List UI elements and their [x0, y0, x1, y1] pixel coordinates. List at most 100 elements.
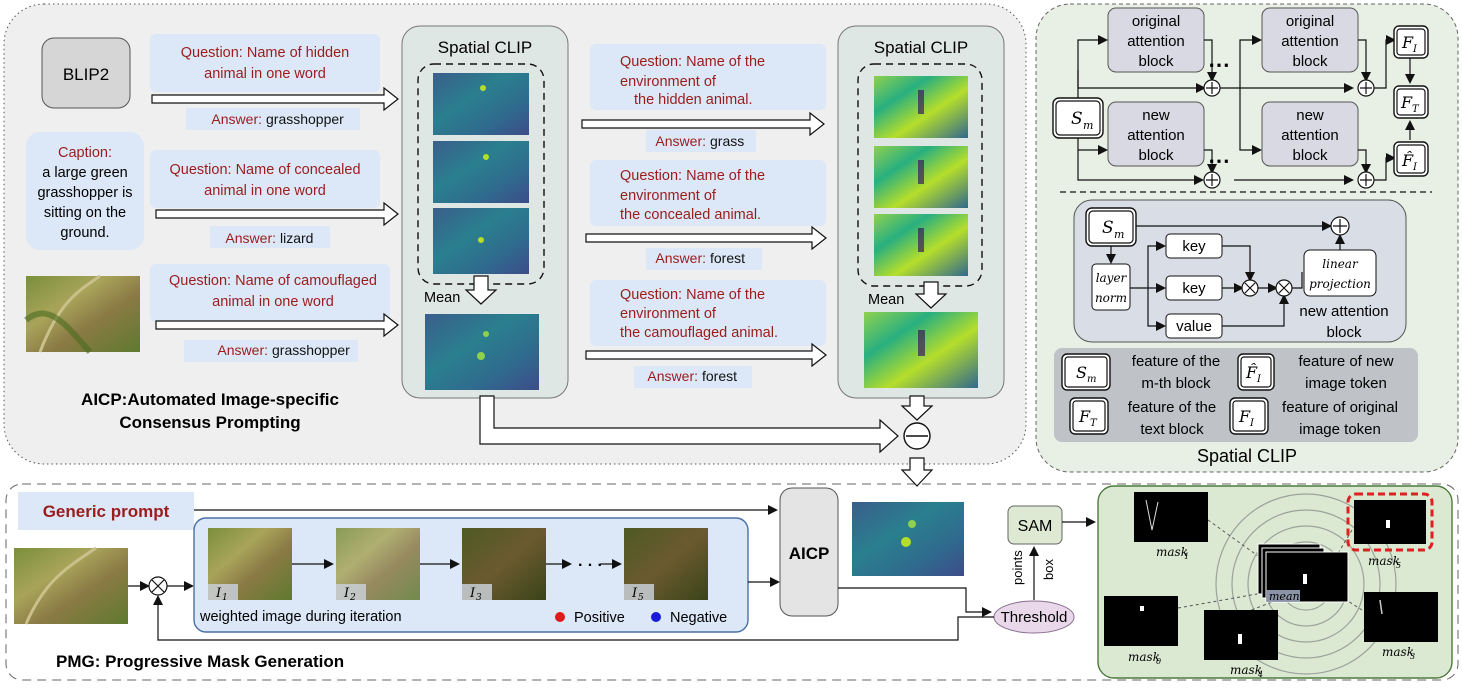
oab2-line-0: original — [1286, 13, 1334, 30]
sam-box — [1007, 505, 1063, 545]
legend-f-t-sub: T — [1090, 418, 1098, 429]
new-attention-detail — [1073, 199, 1407, 343]
legend-f-i-hat-base: F̂ — [1245, 363, 1258, 382]
frame-5-sub: 5 — [638, 593, 644, 603]
f-i-hat-sub: I — [1412, 162, 1418, 173]
legend-f-i-hat-symbol — [1240, 356, 1272, 388]
iteration-caption: weighted image during iteration — [199, 609, 402, 625]
f-t-sub: T — [1412, 104, 1420, 115]
legend-1-line-0: feature of new — [1298, 353, 1393, 370]
answer-box-right-1 — [646, 130, 756, 152]
mask-3-base: mask — [1382, 645, 1414, 659]
question-box-left-1 — [150, 34, 380, 92]
layer-norm-box — [1091, 263, 1131, 311]
pmg-panel — [5, 483, 1459, 681]
q-right-3-line-2: the camouflaged animal. — [620, 325, 778, 341]
legend-f-i-hat-sub: I — [1256, 374, 1262, 385]
frame-1-sub: 1 — [222, 593, 228, 603]
q-left-3-line-0: Question: Name of camouflaged — [169, 273, 377, 289]
key-label-2: key — [1182, 280, 1206, 297]
question-box-left-2 — [150, 150, 380, 208]
legend-s-m-base: S — [1076, 363, 1087, 382]
new-attn-caption-1: block — [1326, 324, 1362, 341]
caption-line-3: sitting on the — [44, 205, 126, 221]
mask-0-sub: 0 — [1156, 657, 1161, 666]
linear-proj-line-1: projection — [1309, 277, 1371, 291]
mask-5-highlight — [1346, 492, 1434, 552]
f-t-base: F — [1400, 93, 1413, 112]
value-label: value — [1176, 318, 1212, 335]
s-m-inner-sub: m — [1114, 228, 1124, 241]
mean-mask-label: mean — [1269, 590, 1300, 603]
new-attention-block-1 — [1107, 101, 1205, 167]
a-right-2-value: forest — [710, 250, 745, 266]
a-left-1-value: grasshopper — [266, 111, 344, 127]
a-left-3-value: grasshopper — [272, 342, 350, 358]
q-right-2-line-1: environment of — [620, 188, 717, 204]
generic-prompt-label: Generic prompt — [43, 502, 170, 521]
answer-box-left-2 — [210, 226, 330, 248]
mask-0-base: mask — [1128, 650, 1160, 664]
hollow-arrow-right-1 — [581, 111, 825, 137]
hollow-arrow-left-1 — [151, 86, 399, 112]
legend-2-line-1: text block — [1140, 421, 1204, 438]
mask-3 — [1364, 592, 1438, 642]
hollow-arrow-left-3 — [155, 312, 399, 338]
q-left-3-line-1: animal in one word — [212, 294, 334, 310]
a-left-2-value: lizard — [280, 230, 313, 246]
nab2-line-2: block — [1292, 147, 1328, 164]
negative-dot — [651, 612, 661, 622]
q-left-2-line-1: animal in one word — [204, 183, 326, 199]
nab1-line-2: block — [1138, 147, 1174, 164]
q-right-2-line-2: the concealed animal. — [620, 207, 761, 223]
a-right-2-label: Answer: — [655, 250, 706, 266]
points-label: points — [1010, 550, 1025, 585]
nab1-line-1: attention — [1127, 127, 1185, 144]
aicp-title-line-2: Consensus Prompting — [119, 413, 300, 432]
q-right-2-line-0: Question: Name of the — [620, 168, 765, 184]
q-right-1-line-1: environment of — [620, 74, 717, 90]
a-right-3-label: Answer: — [647, 368, 698, 384]
legend-f-t-symbol — [1072, 400, 1106, 432]
question-box-right-1 — [590, 44, 826, 110]
heatmap-1a — [433, 73, 529, 135]
mask-4-sub: 4 — [1257, 670, 1263, 679]
s-m-symbol-inner — [1088, 210, 1134, 244]
a-right-1-value: grass — [710, 133, 744, 149]
f-t-symbol — [1396, 88, 1426, 116]
frame-3-sub: 3 — [476, 593, 482, 603]
frame-2-sub: 2 — [349, 593, 356, 603]
f-i-base: F — [1401, 33, 1414, 52]
negative-label: Negative — [670, 610, 727, 626]
legend-s-m-sub: m — [1087, 374, 1096, 385]
legend-f-i-symbol — [1232, 400, 1266, 432]
mask-5-base: mask — [1368, 554, 1400, 568]
mask-1-base: mask — [1156, 545, 1188, 559]
mask-4-base: mask — [1230, 663, 1262, 677]
heatmap-1b — [433, 141, 529, 203]
frames-ellipsis: · · · — [578, 557, 603, 574]
a-left-1-label: Answer: — [211, 111, 262, 127]
s-m-top-sub: m — [1083, 119, 1093, 132]
new-attn-caption-0: new attention — [1299, 303, 1388, 320]
caption-line-1: a large green — [42, 165, 127, 181]
legend-0-line-0: feature of the — [1132, 353, 1220, 370]
nab2-line-0: new — [1296, 107, 1324, 124]
nab1-line-0: new — [1142, 107, 1170, 124]
aicp-box-label: AICP — [789, 544, 830, 563]
blip2-label: BLIP2 — [63, 65, 109, 84]
question-box-right-3 — [590, 280, 826, 346]
q-right-3-line-1: environment of — [620, 306, 717, 322]
pmg-title: PMG: Progressive Mask Generation — [56, 652, 344, 671]
s-m-symbol-top — [1055, 100, 1101, 136]
legend-s-m-symbol — [1064, 356, 1108, 388]
q-right-3-line-0: Question: Name of the — [620, 287, 765, 303]
positive-dot — [555, 612, 565, 622]
legend-box — [1054, 348, 1418, 442]
legend-f-t-base: F — [1078, 407, 1091, 426]
box-label: box — [1041, 559, 1056, 580]
legend-f-i-sub: I — [1249, 418, 1255, 429]
legend-3-line-1: image token — [1299, 421, 1381, 438]
legend-0-line-1: m-th block — [1141, 375, 1211, 392]
mask-5-sub: 5 — [1396, 561, 1401, 570]
